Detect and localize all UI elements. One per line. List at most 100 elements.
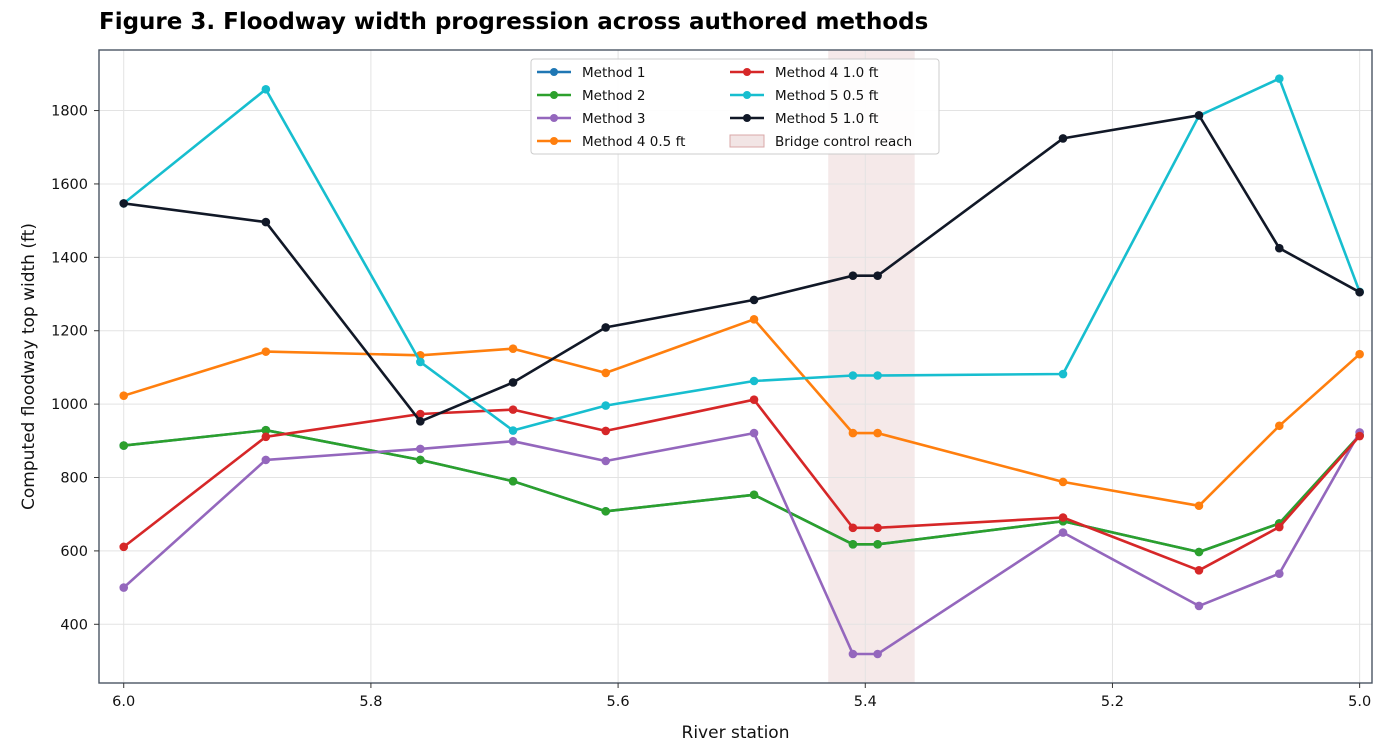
series-4 — [119, 315, 1364, 511]
legend-marker — [743, 68, 751, 76]
data-point — [1355, 287, 1364, 297]
series-line — [122, 77, 1361, 432]
data-point — [1058, 513, 1068, 522]
legend-marker — [743, 91, 751, 99]
data-point — [601, 426, 611, 436]
y-tick-label: 1000 — [51, 397, 88, 413]
legend-label: Bridge control reach — [775, 134, 912, 150]
data-point — [873, 428, 882, 438]
data-point — [749, 315, 759, 324]
data-point — [848, 649, 858, 659]
data-point — [261, 84, 271, 94]
data-point — [873, 271, 882, 280]
legend-label: Method 1 — [582, 65, 646, 81]
chart-title: Figure 3. Floodway width progression acr… — [99, 9, 929, 35]
data-point — [508, 426, 518, 435]
x-tick-label: 5.6 — [607, 694, 630, 710]
legend-entry: Method 2 — [537, 88, 646, 104]
y-tick-label: 1800 — [51, 104, 88, 120]
data-point — [416, 357, 425, 367]
x-tick-label: 5.0 — [1348, 694, 1371, 710]
data-point — [873, 649, 882, 659]
data-point — [848, 539, 858, 549]
data-point — [1058, 528, 1068, 537]
series-line — [123, 428, 1361, 554]
legend-marker — [550, 68, 558, 76]
data-point — [261, 425, 271, 435]
data-point — [508, 405, 518, 414]
legend-entry: Bridge control reach — [729, 134, 912, 150]
data-point — [261, 432, 271, 442]
data-point — [1355, 431, 1364, 441]
data-point — [848, 271, 858, 280]
data-point — [416, 417, 425, 426]
data-point — [749, 376, 759, 386]
shade-layer — [828, 50, 915, 683]
data-point — [749, 490, 759, 500]
bridge-control-reach-band — [828, 50, 915, 683]
data-point — [508, 436, 518, 446]
data-point — [416, 455, 425, 465]
data-point — [1058, 369, 1068, 379]
data-point — [848, 371, 858, 380]
x-tick-label: 5.2 — [1101, 694, 1124, 710]
data-point — [749, 295, 759, 305]
legend-entry: Method 4 0.5 ft — [537, 134, 685, 150]
legend-entry: Method 1 — [537, 65, 646, 81]
data-point — [1194, 566, 1204, 575]
series-line — [123, 317, 1361, 508]
data-point — [1194, 501, 1204, 511]
series-line — [122, 431, 1361, 656]
legend-marker — [550, 91, 558, 99]
legend-label: Method 5 0.5 ft — [775, 88, 878, 104]
series-line — [122, 398, 1361, 572]
series-5 — [119, 395, 1364, 575]
data-point — [1275, 421, 1284, 431]
data-point — [119, 441, 129, 450]
legend-entry: Method 4 1.0 ft — [730, 65, 878, 81]
legend-swatch — [729, 134, 765, 148]
data-point — [601, 368, 611, 378]
series-7 — [119, 111, 1364, 426]
y-tick-label: 400 — [60, 617, 88, 633]
y-tick-label: 800 — [60, 471, 88, 487]
data-point — [416, 409, 425, 419]
data-point — [1058, 134, 1068, 143]
data-point — [1194, 547, 1204, 557]
legend-marker — [550, 137, 558, 145]
legend-label: Method 4 0.5 ft — [582, 134, 685, 150]
series-line — [123, 114, 1361, 423]
data-point — [873, 371, 882, 380]
data-point — [848, 428, 858, 438]
x-axis-label: River station — [682, 723, 790, 743]
data-point — [873, 539, 882, 549]
legend-entry: Method 5 0.5 ft — [730, 88, 878, 104]
legend-marker — [743, 114, 751, 122]
x-tick-label: 5.8 — [359, 694, 382, 710]
y-tick-label: 1200 — [51, 324, 88, 340]
data-point — [1275, 243, 1284, 253]
data-point — [261, 347, 271, 356]
legend-entry: Method 5 1.0 ft — [730, 111, 878, 127]
data-point — [119, 199, 129, 208]
data-point — [749, 395, 759, 405]
series-3 — [119, 428, 1364, 659]
legend-label: Method 2 — [582, 88, 646, 104]
x-tick-label: 6.0 — [112, 694, 135, 710]
data-point — [119, 542, 129, 552]
y-tick-label: 1400 — [51, 250, 88, 266]
data-point — [749, 428, 759, 438]
series-layer — [119, 74, 1364, 659]
data-point — [848, 523, 858, 533]
data-point — [1275, 569, 1284, 578]
y-axis-label: Computed floodway top width (ft) — [19, 223, 39, 510]
legend: Method 1 Method 2 Method 3 Method 4 0.5 ft M… — [530, 58, 940, 155]
series-2 — [119, 425, 1364, 557]
series-1 — [119, 425, 1364, 557]
legend-box — [530, 58, 940, 155]
gridlines — [99, 50, 1372, 683]
data-point — [601, 401, 611, 410]
data-point — [1194, 111, 1204, 120]
data-point — [1058, 477, 1068, 487]
